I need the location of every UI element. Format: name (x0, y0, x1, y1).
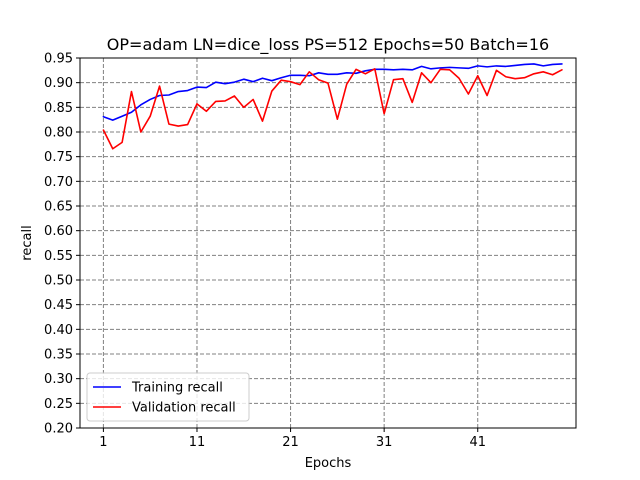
y-tick-label: 0.70 (44, 175, 73, 190)
legend: Training recall Validation recall (86, 372, 250, 422)
y-tick-label: 0.20 (44, 422, 73, 437)
y-tick-label: 0.85 (44, 101, 73, 116)
plot-frame (79, 57, 577, 429)
x-tick-label: 11 (189, 435, 206, 450)
y-tick-label: 0.75 (44, 150, 73, 165)
x-tick-label: 1 (99, 435, 107, 450)
y-tick-label: 0.80 (44, 126, 73, 141)
x-tick-label: 31 (376, 435, 393, 450)
x-tick-label: 41 (469, 435, 486, 450)
y-axis-label: recall (20, 225, 35, 260)
y-tick-label: 0.30 (44, 372, 73, 387)
y-tick-label: 0.95 (44, 52, 73, 67)
x-tick-label: 21 (282, 435, 299, 450)
y-tick-label: 0.50 (44, 274, 73, 289)
legend-label: Validation recall (132, 401, 236, 416)
legend-box (86, 372, 250, 422)
y-tick-label: 0.25 (44, 397, 73, 412)
series-lines (102, 63, 563, 150)
y-tick-label: 0.40 (44, 323, 73, 338)
y-tick-label: 0.60 (44, 224, 73, 239)
legend-label: Training recall (131, 381, 223, 396)
chart-title: OP=adam LN=dice_loss PS=512 Epochs=50 Ba… (107, 35, 549, 55)
validation-recall-line (102, 68, 563, 150)
training-recall-line (102, 63, 563, 121)
y-tick-label: 0.55 (44, 249, 73, 264)
y-tick-label: 0.45 (44, 298, 73, 313)
x-axis-label: Epochs (305, 456, 352, 471)
y-tick-label: 0.90 (44, 76, 73, 91)
y-tick-label: 0.65 (44, 200, 73, 215)
axis-ticks: 1 11 21 31 410.200.250.300.350.400.450.500.5… (44, 52, 486, 451)
y-tick-label: 0.35 (44, 348, 73, 363)
